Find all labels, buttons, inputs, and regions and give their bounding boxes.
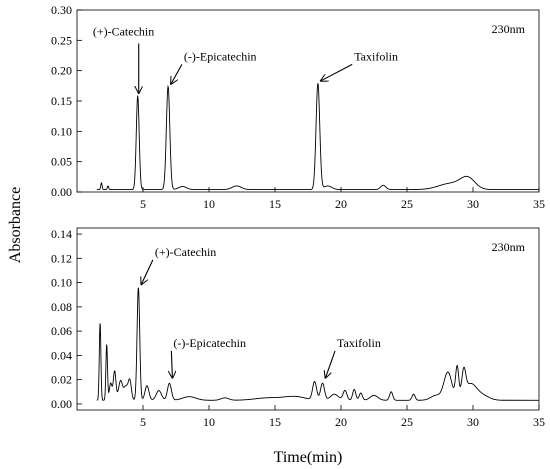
y-tick-label-top: 0.15: [51, 94, 72, 108]
panel-bottom: 5 10 15 20 25 30 35 0.00 0.02 0.04 0.06 0.08 0.10 0.1…: [51, 227, 545, 429]
y-tick-label-top: 0.00: [51, 185, 72, 199]
peak-arrow-top-2: [321, 63, 353, 80]
y-axis-title: Absorbance: [7, 187, 24, 263]
x-tick-label-bottom: 10: [203, 415, 215, 429]
y-tick-label-top: 0.05: [51, 155, 72, 169]
x-tick-label-top: 35: [533, 197, 545, 211]
wavelength-label-top: 230nm: [492, 22, 526, 36]
y-tick-label-bottom: 0.10: [51, 276, 72, 290]
x-tick-label-top: 15: [269, 197, 281, 211]
peak-arrow-bottom-1: [171, 350, 172, 378]
y-tick-label-top: 0.10: [51, 124, 72, 138]
y-tick-label-top: 0.25: [51, 33, 72, 47]
y-tick-label-bottom: 0.12: [51, 251, 72, 265]
x-tick-label-bottom: 20: [335, 415, 347, 429]
y-tick-label-bottom: 0.08: [51, 300, 72, 314]
x-tick-label-bottom: 5: [140, 415, 146, 429]
x-tick-label-bottom: 25: [401, 415, 413, 429]
plot-frame-bottom: [76, 227, 540, 411]
x-tick-label-top: 30: [467, 197, 479, 211]
peak-label-top-1: (-)-Epicatechin: [184, 49, 257, 63]
annotations-top: (+)-Catechin (-)-Epicatechin Taxifolin: [93, 24, 398, 92]
y-tick-label-top: 0.30: [51, 3, 72, 17]
peak-arrow-top-1: [171, 64, 183, 83]
y-tick-label-bottom: 0.02: [51, 373, 72, 387]
peak-arrow-bottom-2: [326, 350, 336, 378]
peak-label-top-2: Taxifolin: [354, 49, 398, 63]
ticks-top: 5 10 15 20 25 30 35 0.00 0.05 0.10 0.15 0.20 0.25 0.3…: [51, 3, 545, 211]
peak-label-top-0: (+)-Catechin: [93, 24, 154, 38]
y-tick-label-bottom: 0.00: [51, 397, 72, 411]
x-tick-label-bottom: 35: [533, 415, 545, 429]
peak-label-bottom-2: Taxifolin: [337, 336, 381, 350]
y-tick-label-bottom: 0.14: [51, 227, 72, 241]
x-tick-label-bottom: 15: [269, 415, 281, 429]
x-tick-label-top: 20: [335, 197, 347, 211]
annotations-bottom: (+)-Catechin (-)-Epicatechin Taxifolin: [141, 245, 381, 378]
y-tick-label-bottom: 0.04: [51, 348, 72, 362]
ticks-bottom: 5 10 15 20 25 30 35 0.00 0.02 0.04 0.06 0.08 0.10 0.1…: [51, 227, 545, 429]
chromatogram-trace-bottom: [96, 287, 539, 401]
peak-label-bottom-1: (-)-Epicatechin: [173, 336, 246, 350]
peak-arrow-bottom-0: [141, 259, 154, 284]
x-tick-label-top: 25: [401, 197, 413, 211]
x-axis-title: Time(min): [274, 449, 343, 466]
y-tick-label-bottom: 0.06: [51, 324, 72, 338]
x-tick-label-top: 5: [140, 197, 146, 211]
chromatogram-trace-top: [96, 83, 539, 191]
x-tick-label-bottom: 30: [467, 415, 479, 429]
x-tick-label-top: 10: [203, 197, 215, 211]
y-tick-label-top: 0.20: [51, 64, 72, 78]
wavelength-label-bottom: 230nm: [492, 240, 526, 254]
peak-label-bottom-0: (+)-Catechin: [155, 245, 216, 259]
panel-top: 5 10 15 20 25 30 35 0.00 0.05 0.10 0.15 0.20 0.25 0.3…: [51, 3, 545, 211]
